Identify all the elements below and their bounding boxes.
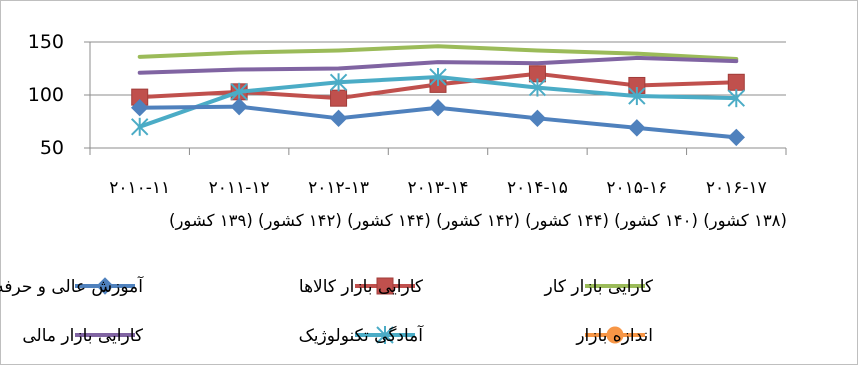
x-tick-label: ۲۰۱۵-۱۶ [606,178,667,198]
data-point [131,117,149,136]
legend-marker [376,277,394,295]
legend-marker [96,277,114,295]
x-tick-label: ۲۰۱۴-۱۵ [507,178,568,198]
data-point [429,67,447,86]
x-tick-label: ۲۰۱۶-۱۷ [706,178,767,198]
data-point [727,128,745,147]
data-point [230,82,248,101]
series-line [137,44,739,61]
legend-label: کارایی بازار کار [544,277,654,297]
data-point [330,89,348,107]
data-point [628,87,646,106]
data-point [131,99,149,117]
data-point [528,78,547,97]
x-tick-label: ۲۰۱۲-۱۳ [308,178,369,198]
x-tick-country-line: (۱۳۸ کشور) (۱۴۰ کشور) (۱۴۴ کشور) (۱۴۲ کش… [169,211,787,231]
y-tick-label: 100 [28,84,64,106]
data-point [727,89,745,108]
x-tick-label: ۲۰۱۰-۱۱ [109,178,170,198]
x-tick-label: ۲۰۱۱-۱۲ [209,178,270,198]
series-line [137,55,739,75]
data-point [329,109,348,128]
data-point [429,99,447,117]
legend-label: کارایی بازار مالی [22,326,144,346]
data-point [329,73,348,92]
x-tick-label: ۲۰۱۳-۱۴ [408,178,469,198]
legend-label: اندازه بازار [575,326,653,346]
legend-marker [376,326,394,344]
data-point [628,119,646,137]
legend-marker [606,326,624,344]
data-point [230,97,248,116]
y-tick-label: 50 [40,137,64,159]
data-point [528,109,547,128]
legend-label: آمادگی تکنولوژیک [299,324,425,346]
legend-label: آموزش عالی و حرفه‌ای [0,275,144,297]
legend-label: کارایی بازار کالاها [299,277,424,297]
data-point [727,73,745,91]
y-tick-label: 150 [28,31,64,53]
